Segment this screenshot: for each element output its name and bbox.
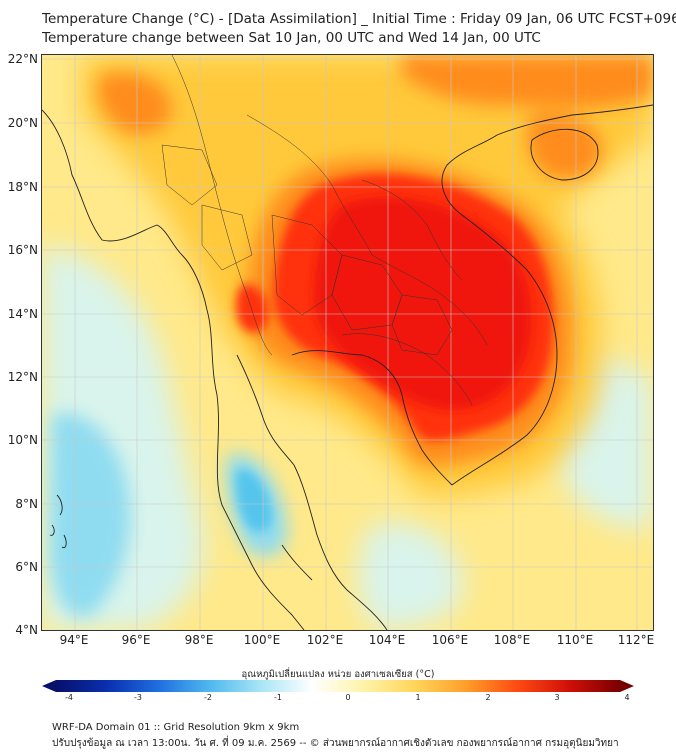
provinces-east-thailand xyxy=(391,294,453,356)
colorbar-tick: -2 xyxy=(204,693,212,702)
lat-label: 16°N xyxy=(7,243,38,257)
border-myanmar-thailand xyxy=(171,55,273,356)
border-cambodia xyxy=(341,333,473,406)
footer-model-info: WRF-DA Domain 01 :: Grid Resolution 9km … xyxy=(52,722,300,733)
lon-label: 100°E xyxy=(243,633,281,647)
coastline-vietnam xyxy=(441,134,558,486)
colorbar-tick: -3 xyxy=(134,693,142,702)
coastline-peninsula-east xyxy=(236,354,388,630)
border-laos-vietnam xyxy=(361,179,463,281)
admin-boundaries xyxy=(161,55,488,406)
colorbar-tick: -1 xyxy=(274,693,282,702)
colorbar-tick: 0 xyxy=(345,693,351,702)
lat-label: 18°N xyxy=(7,180,38,194)
colorbar-min-arrow xyxy=(42,680,56,692)
lon-label: 108°E xyxy=(493,633,531,647)
footer-credit: ปรับปรุงข้อมูล ณ เวลา 13:00น. วัน ศ. ที่… xyxy=(52,738,619,749)
colorbar-tick: 4 xyxy=(624,693,630,702)
lon-label: 104°E xyxy=(368,633,406,647)
warm-northwest xyxy=(98,72,172,134)
cool-region-south xyxy=(358,522,464,630)
colorbar xyxy=(42,680,634,692)
colorbar-tick: -4 xyxy=(65,693,73,702)
islands-gulf xyxy=(281,544,313,581)
lon-label: 112°E xyxy=(617,633,655,647)
lon-label: 96°E xyxy=(121,633,151,647)
temperature-change-map xyxy=(41,54,654,631)
colorbar-gradient xyxy=(56,680,620,692)
coastlines xyxy=(42,104,653,630)
border-thailand-laos xyxy=(371,254,488,346)
lat-label: 14°N xyxy=(7,307,38,321)
lat-label: 8°N xyxy=(15,497,38,511)
lat-label: 20°N xyxy=(7,116,38,130)
border-laos-north xyxy=(246,114,373,256)
colorbar-max-arrow xyxy=(620,680,634,692)
lon-label: 110°E xyxy=(556,633,594,647)
lat-label: 10°N xyxy=(7,433,38,447)
coastline-south-china xyxy=(496,104,653,136)
lat-label: 22°N xyxy=(7,52,38,66)
lat-label: 6°N xyxy=(15,560,38,574)
coastline-andaman xyxy=(42,109,305,630)
cool-core-west xyxy=(50,413,131,617)
warm-top-band xyxy=(402,55,653,108)
map-subtitle: Temperature change between Sat 10 Jan, 0… xyxy=(42,30,541,46)
warm-region-north xyxy=(82,55,653,348)
regions-myanmar-north xyxy=(161,144,218,206)
colorbar-title: อุณหภูมิเปลี่ยนแปลง หน่วย องศาเซลเซียส (… xyxy=(241,669,435,680)
map-canvas xyxy=(42,55,653,630)
graticule xyxy=(42,55,653,630)
colorbar-tick: 3 xyxy=(554,693,560,702)
lat-label: 4°N xyxy=(15,623,38,637)
lat-label: 12°N xyxy=(7,370,38,384)
lon-label: 106°E xyxy=(431,633,469,647)
colorbar-tick: 1 xyxy=(415,693,421,702)
map-title: Temperature Change (°C) - [Data Assimila… xyxy=(42,11,676,27)
warm-hainan xyxy=(527,113,602,179)
islands-andaman xyxy=(49,494,67,549)
colorbar-tick: 2 xyxy=(485,693,491,702)
coastline-gulf-thailand xyxy=(291,350,453,486)
regions-myanmar xyxy=(201,204,253,271)
lon-label: 102°E xyxy=(306,633,344,647)
hot-spot-west xyxy=(236,284,269,333)
lon-label: 98°E xyxy=(184,633,214,647)
island-hainan xyxy=(530,128,599,181)
lon-label: 94°E xyxy=(59,633,89,647)
